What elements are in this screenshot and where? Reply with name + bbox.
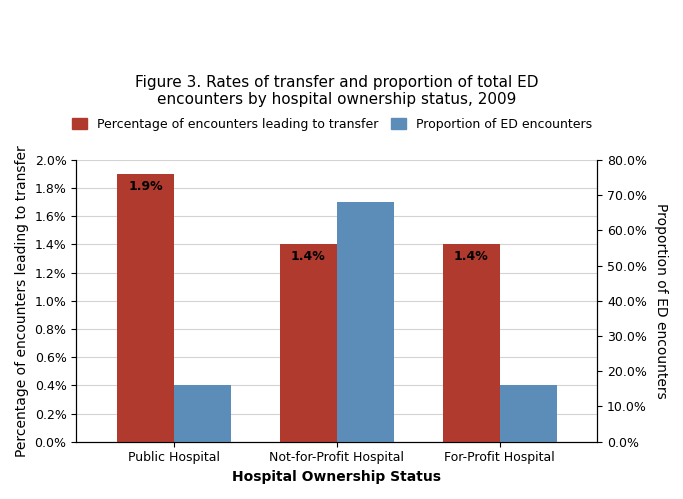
Title: Figure 3. Rates of transfer and proportion of total ED
encounters by hospital ow: Figure 3. Rates of transfer and proporti… bbox=[135, 75, 539, 107]
Text: 1.4%: 1.4% bbox=[291, 250, 326, 263]
Bar bbox=[443, 245, 500, 442]
Legend: Percentage of encounters leading to transfer, Proportion of ED encounters: Percentage of encounters leading to tran… bbox=[72, 118, 592, 131]
Text: 1.9%: 1.9% bbox=[128, 180, 163, 193]
Text: 1.4%: 1.4% bbox=[454, 250, 488, 263]
Y-axis label: Proportion of ED encounters: Proportion of ED encounters bbox=[654, 203, 668, 399]
Bar bbox=[280, 245, 337, 442]
X-axis label: Hospital Ownership Status: Hospital Ownership Status bbox=[232, 470, 441, 484]
Y-axis label: Percentage of encounters leading to transfer: Percentage of encounters leading to tran… bbox=[15, 145, 29, 457]
Bar bbox=[174, 385, 231, 442]
Bar bbox=[337, 202, 394, 442]
Bar bbox=[500, 385, 557, 442]
Bar bbox=[117, 174, 174, 442]
